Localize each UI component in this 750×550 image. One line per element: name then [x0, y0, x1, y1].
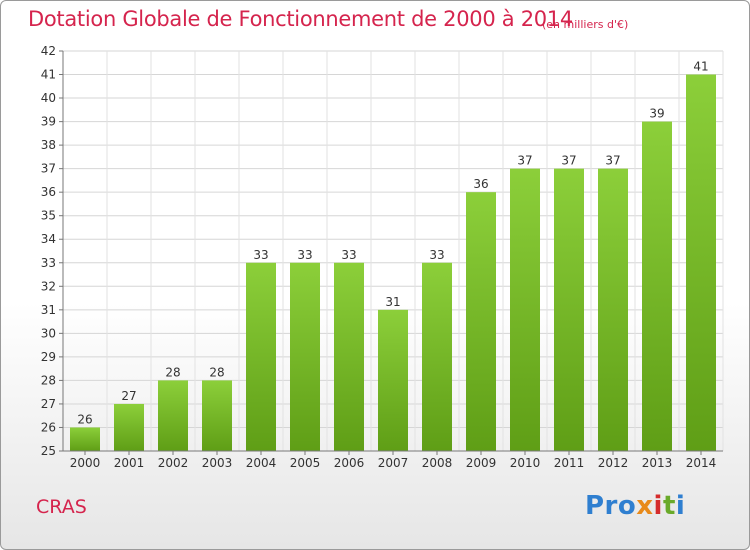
- x-tick-label: 2014: [686, 456, 717, 470]
- data-label: 28: [209, 365, 224, 379]
- y-tick-label: 30: [41, 326, 56, 340]
- y-tick-label: 26: [41, 420, 56, 434]
- chart-title: Dotation Globale de Fonctionnement de 20…: [28, 7, 573, 31]
- x-tick-label: 2013: [642, 456, 673, 470]
- x-tick-label: 2000: [70, 456, 101, 470]
- x-tick-label: 2001: [114, 456, 145, 470]
- bar: [114, 403, 144, 451]
- bars: 26 27 28 28 33 33 33 31 33 36 37 37 37 39 41: [70, 60, 716, 452]
- x-tick-label: 2004: [246, 456, 277, 470]
- y-tick-label: 32: [41, 279, 56, 293]
- data-label: 28: [165, 365, 180, 379]
- bar: [202, 380, 232, 451]
- data-label: 36: [473, 177, 488, 191]
- y-tick-label: 25: [41, 444, 56, 458]
- bar: [70, 427, 100, 451]
- logo-part: Pro: [585, 491, 637, 521]
- data-label: 26: [77, 412, 92, 426]
- data-label: 33: [429, 248, 444, 262]
- x-tick-label: 2012: [598, 456, 629, 470]
- y-tick-label: 29: [41, 350, 56, 364]
- x-tick-label: 2007: [378, 456, 409, 470]
- bar: [334, 262, 364, 451]
- logo-part: i: [653, 491, 663, 521]
- x-tick-label: 2009: [466, 456, 497, 470]
- data-label: 37: [517, 154, 532, 168]
- y-tick-label: 38: [41, 138, 56, 152]
- data-label: 31: [385, 295, 400, 309]
- y-tick-label: 28: [41, 373, 56, 387]
- bar: [642, 121, 672, 452]
- data-label: 41: [693, 60, 708, 74]
- y-tick-label: 36: [41, 185, 56, 199]
- commune-name: CRAS: [36, 496, 87, 518]
- y-tick-label: 33: [41, 256, 56, 270]
- bar: [158, 380, 188, 451]
- bar: [598, 168, 628, 451]
- bar: [510, 168, 540, 451]
- y-tick-label: 27: [41, 397, 56, 411]
- bar: [246, 262, 276, 451]
- x-tick-label: 2008: [422, 456, 453, 470]
- data-label: 39: [649, 107, 664, 121]
- chart-subtitle: (en milliers d'€): [542, 18, 629, 31]
- y-tick-label: 35: [41, 209, 56, 223]
- y-tick-label: 40: [41, 91, 56, 105]
- bar: [554, 168, 584, 451]
- bar: [378, 309, 408, 451]
- bar: [422, 262, 452, 451]
- y-tick-label: 42: [41, 44, 56, 58]
- data-label: 33: [253, 248, 268, 262]
- x-tick-label: 2010: [510, 456, 541, 470]
- data-label: 37: [605, 154, 620, 168]
- y-tick-label: 34: [41, 232, 56, 246]
- bar: [686, 74, 716, 451]
- bar: [290, 262, 320, 451]
- x-tick-label: 2011: [554, 456, 585, 470]
- axes: 25 26 27 28 29 30 31 32 33 34 35 36 37 38 39 40 41 42 2000…: [41, 44, 723, 470]
- data-label: 37: [561, 154, 576, 168]
- y-tick-label: 37: [41, 162, 56, 176]
- logo-part: x: [636, 491, 654, 521]
- x-tick-label: 2003: [202, 456, 233, 470]
- data-label: 33: [341, 248, 356, 262]
- logo-part: t: [662, 491, 676, 521]
- y-tick-label: 41: [41, 68, 56, 82]
- x-tick-label: 2006: [334, 456, 365, 470]
- logo-part: i: [675, 491, 686, 521]
- data-label: 33: [297, 248, 312, 262]
- x-tick-label: 2005: [290, 456, 321, 470]
- proxiti-logo: Proxiti: [585, 491, 685, 521]
- data-label: 27: [121, 389, 136, 403]
- bar: [466, 192, 496, 452]
- y-tick-label: 31: [41, 303, 56, 317]
- x-tick-label: 2002: [158, 456, 189, 470]
- y-tick-label: 39: [41, 115, 56, 129]
